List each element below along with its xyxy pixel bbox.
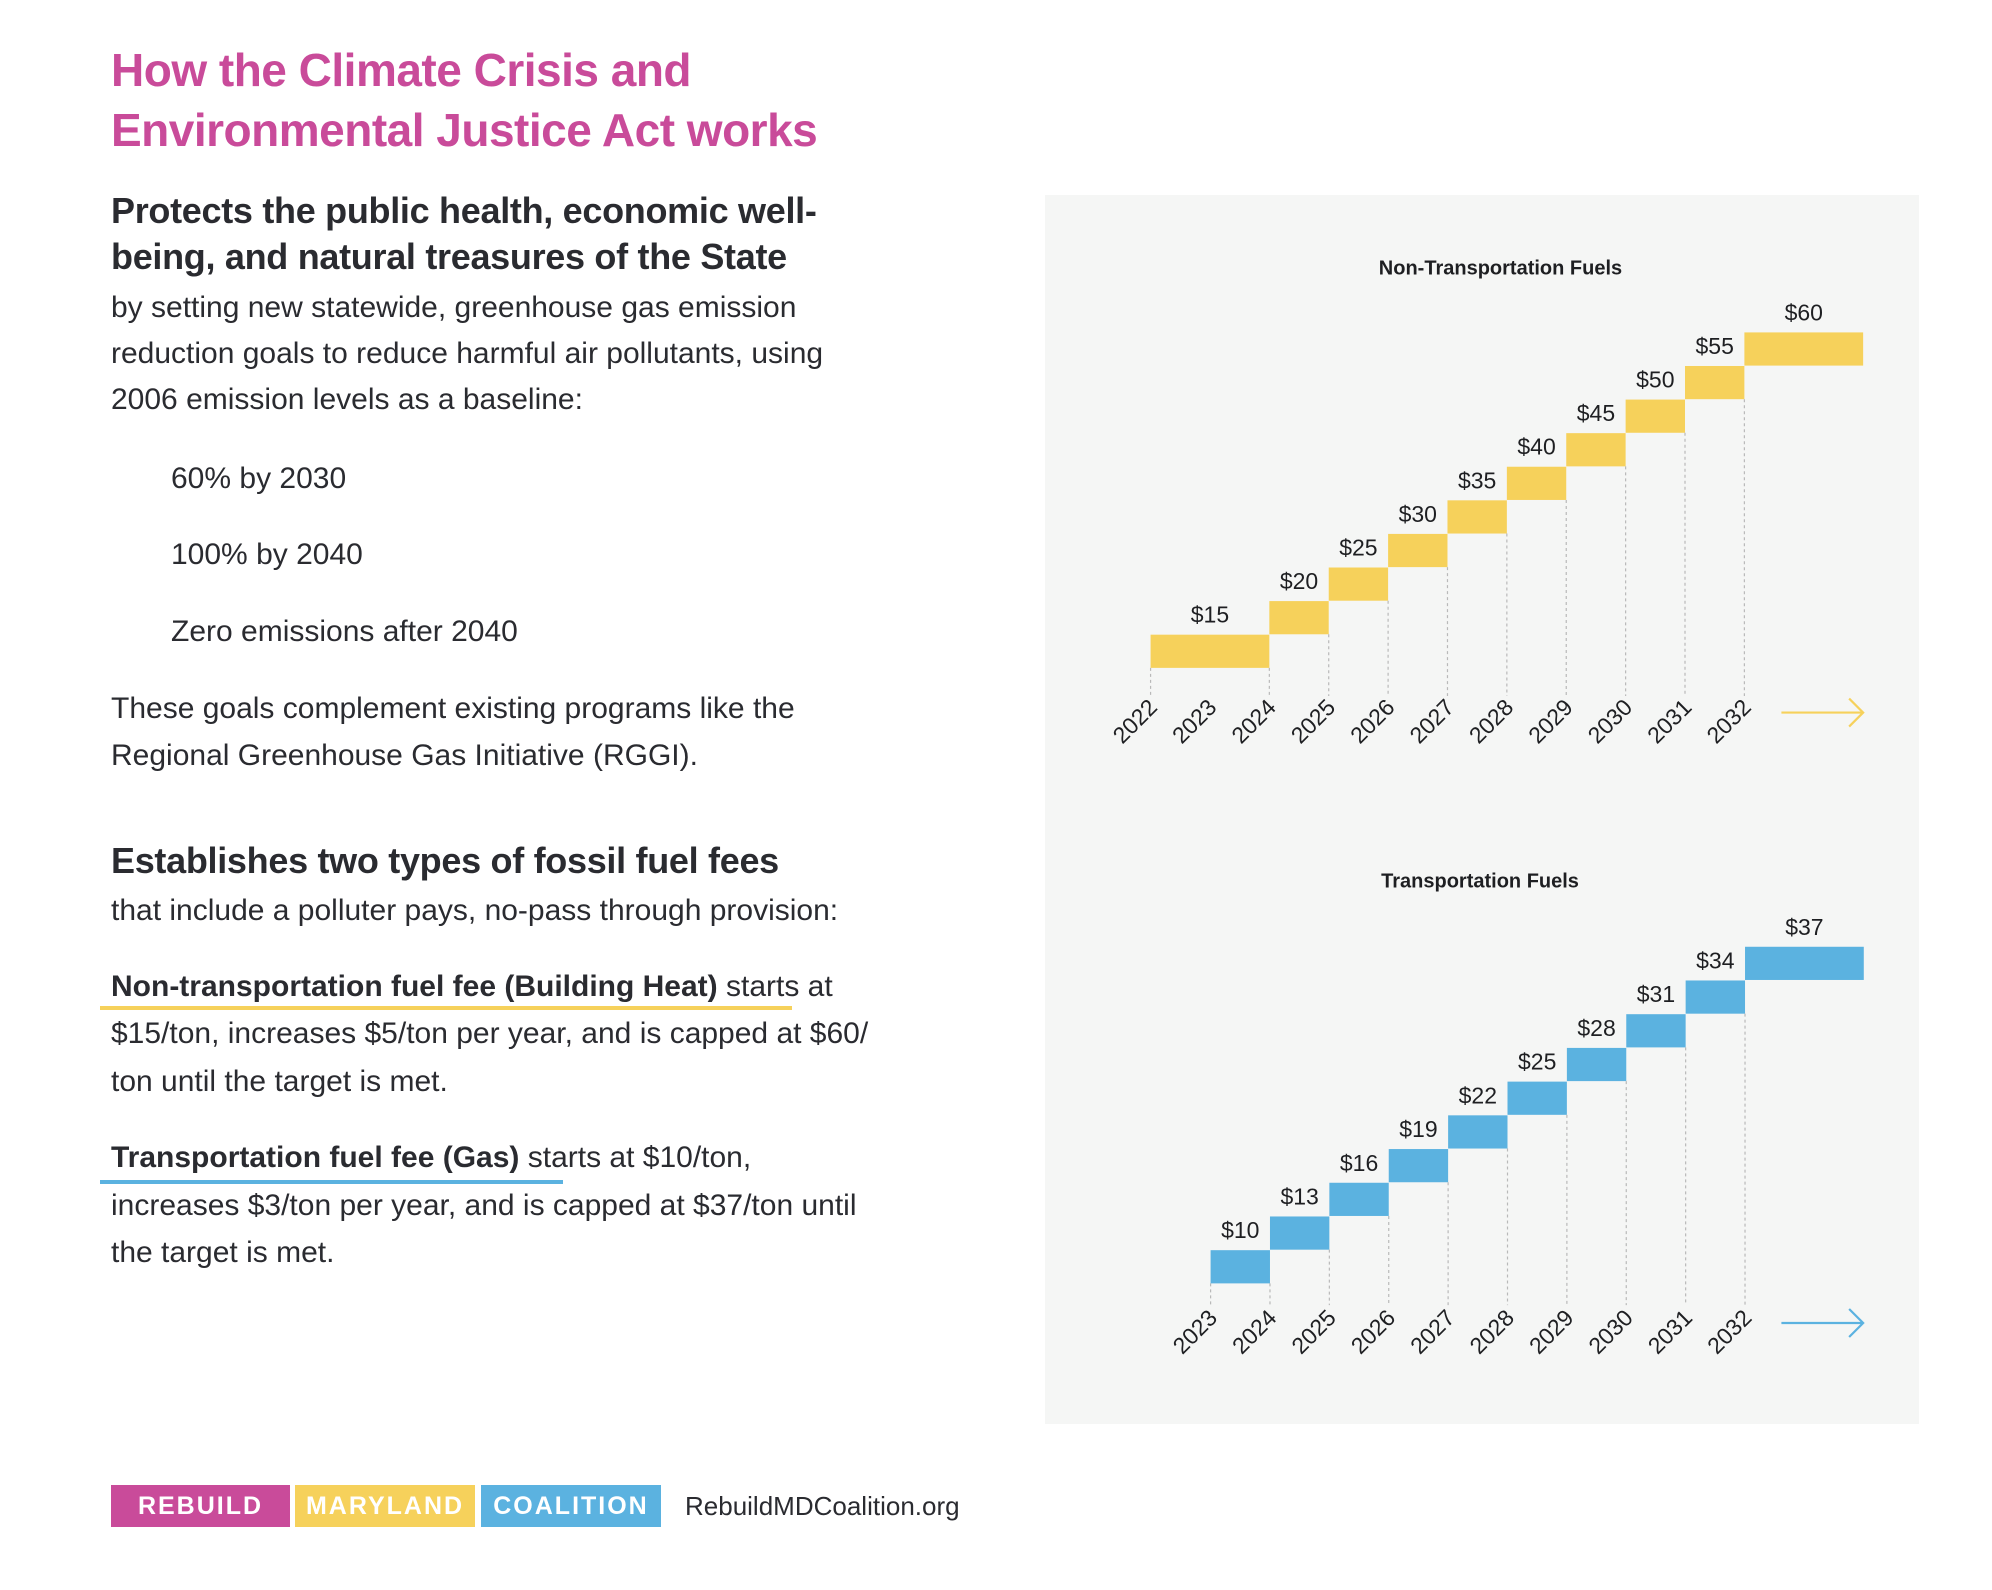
year-tick-label: 2024 — [1226, 694, 1281, 749]
bar — [1210, 1250, 1270, 1284]
year-tick-label: 2026 — [1345, 694, 1400, 749]
year-tick-label: 2030 — [1583, 694, 1638, 749]
section2-subheading: that include a polluter pays, no-pass th… — [111, 894, 839, 927]
arrow-right-icon — [1781, 1308, 1865, 1338]
logo-coalition: COALITION — [481, 1485, 661, 1527]
section1-body-line-3: 2006 emission levels as a baseline: — [111, 383, 583, 416]
transport-fee-text: starts at $10/ton, — [519, 1141, 752, 1174]
section1-body-line-1: by setting new statewide, greenhouse gas… — [111, 291, 797, 324]
bar-value-label: $30 — [1399, 501, 1437, 527]
year-tick-label: 2022 — [1108, 694, 1163, 749]
section1-body-line-2: reduction goals to reduce harmful air po… — [111, 337, 824, 370]
bar-value-label: $31 — [1637, 981, 1675, 1007]
bar-value-label: $40 — [1517, 434, 1555, 460]
yellow-underline — [100, 1006, 792, 1010]
bar-value-label: $34 — [1696, 947, 1735, 973]
year-tick-label: 2023 — [1167, 694, 1222, 749]
year-tick-label: 2024 — [1227, 1304, 1282, 1359]
bar — [1388, 533, 1448, 568]
bar — [1329, 1182, 1389, 1216]
bar — [1507, 1081, 1567, 1115]
non-transport-fee-text: starts at — [717, 970, 833, 1003]
bar-value-label: $13 — [1280, 1183, 1318, 1209]
bar-value-label: $55 — [1696, 333, 1734, 359]
goal-item: Zero emissions after 2040 — [171, 615, 518, 648]
logo-rebuild: REBUILD — [111, 1485, 290, 1527]
chart-title: Non-Transportation Fuels — [1379, 258, 1622, 280]
bar-value-label: $50 — [1636, 367, 1674, 393]
transport-fee-line-2: increases $3/ton per year, and is capped… — [111, 1189, 857, 1222]
chart-title: Transportation Fuels — [1381, 871, 1579, 893]
section1-note-line-2: Regional Greenhouse Gas Initiative (RGGI… — [111, 739, 698, 772]
year-tick-label: 2032 — [1701, 694, 1756, 749]
year-tick-label: 2031 — [1643, 1304, 1698, 1359]
bar-value-label: $20 — [1280, 568, 1318, 594]
year-tick-label: 2025 — [1286, 1304, 1341, 1359]
page-title-line-2: Environmental Justice Act works — [111, 104, 818, 156]
year-tick-label: 2023 — [1168, 1304, 1223, 1359]
year-tick-label: 2029 — [1523, 694, 1578, 749]
website-link[interactable]: RebuildMDCoalition.org — [685, 1491, 960, 1521]
bar-value-label: $16 — [1340, 1150, 1378, 1176]
non-transport-fee-label: Non-transportation fuel fee (Building He… — [111, 970, 718, 1003]
bar — [1745, 946, 1864, 980]
bar-value-label: $25 — [1339, 534, 1377, 560]
transport-fee-label: Transportation fuel fee (Gas) — [111, 1141, 520, 1174]
year-tick-label: 2027 — [1404, 694, 1459, 749]
bar — [1269, 1216, 1330, 1250]
transport-fee-line-1: Transportation fuel fee (Gas) starts at … — [111, 1135, 751, 1181]
bar — [1566, 433, 1626, 467]
bar — [1447, 500, 1507, 534]
page-title-line-1: How the Climate Crisis and — [111, 44, 692, 96]
goal-item: 100% by 2040 — [171, 538, 363, 571]
bar — [1744, 332, 1864, 366]
bar-value-label: $35 — [1458, 467, 1496, 493]
bar — [1625, 399, 1686, 433]
year-tick-label: 2028 — [1464, 694, 1519, 749]
bar-value-label: $28 — [1577, 1015, 1615, 1041]
year-tick-label: 2029 — [1524, 1304, 1579, 1359]
bar-value-label: $15 — [1191, 602, 1229, 628]
bar — [1328, 567, 1389, 601]
section1-heading-line-1: Protects the public health, economic wel… — [111, 190, 817, 231]
non-transport-fee-line-1: Non-transportation fuel fee (Building He… — [111, 964, 833, 1010]
bar — [1506, 466, 1567, 500]
year-tick-label: 2028 — [1464, 1304, 1519, 1359]
logo-maryland: MARYLAND — [295, 1485, 475, 1527]
year-tick-label: 2027 — [1405, 1304, 1460, 1359]
bar-value-label: $37 — [1785, 914, 1823, 940]
bar-value-label: $10 — [1221, 1217, 1259, 1243]
chart-panel — [1045, 195, 1919, 1424]
arrow-right-icon — [1781, 697, 1865, 728]
bar — [1626, 1014, 1686, 1048]
non-transport-fee-line-2: $15/ton, increases $5/ton per year, and … — [111, 1017, 869, 1050]
bar-value-label: $60 — [1785, 299, 1823, 325]
year-tick-label: 2025 — [1286, 694, 1341, 749]
bar — [1448, 1115, 1508, 1149]
bar — [1150, 634, 1270, 668]
bar — [1566, 1047, 1627, 1082]
non-transport-fee-line-3: ton until the target is met. — [111, 1065, 448, 1098]
bar-value-label: $22 — [1459, 1082, 1497, 1108]
transport-fee-line-3: the target is met. — [111, 1236, 335, 1269]
bar — [1269, 601, 1329, 635]
year-tick-label: 2032 — [1702, 1304, 1757, 1359]
goal-item: 60% by 2030 — [171, 462, 347, 495]
blue-underline — [100, 1180, 563, 1184]
year-tick-label: 2030 — [1583, 1304, 1638, 1359]
section1-heading-line-2: being, and natural treasures of the Stat… — [111, 236, 787, 277]
section2-heading: Establishes two types of fossil fuel fee… — [111, 840, 779, 881]
section1-note-line-1: These goals complement existing programs… — [111, 692, 795, 725]
bar-value-label: $45 — [1577, 400, 1615, 426]
bar — [1685, 365, 1745, 400]
bar — [1685, 980, 1746, 1014]
year-tick-label: 2026 — [1346, 1304, 1401, 1359]
year-tick-label: 2031 — [1642, 694, 1697, 749]
bar-value-label: $25 — [1518, 1049, 1556, 1075]
bar-value-label: $19 — [1399, 1116, 1437, 1142]
bar — [1388, 1149, 1449, 1183]
